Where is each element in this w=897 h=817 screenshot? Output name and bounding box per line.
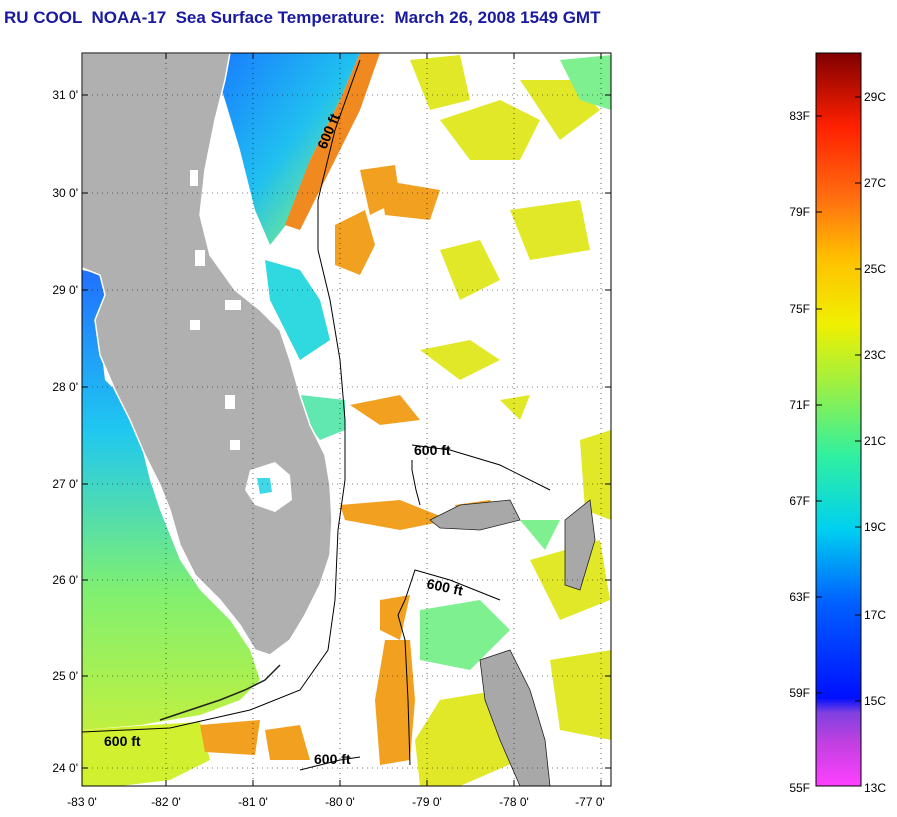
cb-c-25: 25C [864,262,886,276]
lon-label-78: -78 0' [499,795,529,809]
florida-keys [159,664,281,721]
colorbar-celsius-labels: 29C 27C 25C 23C 21C 19C 17C 15C 13C [864,90,886,795]
cb-f-71: 71F [789,398,810,412]
cb-c-27: 27C [864,176,886,190]
cb-c-21: 21C [864,434,886,448]
lat-label-26: 26 0' [52,573,78,587]
east-coast-water [265,260,330,360]
lake-water [257,478,272,494]
cb-f-83: 83F [789,109,810,123]
warm-patches [200,165,500,765]
lon-label-77: -77 0' [575,795,605,809]
gulf-south-water [82,722,210,786]
lon-tick-marks [81,53,602,786]
cb-c-19: 19C [864,520,886,534]
lat-label-30: 30 0' [52,186,78,200]
lat-label-29: 29 0' [52,283,78,297]
cool-patches [420,55,611,670]
lat-label-25: 25 0' [52,669,78,683]
isobath-label-east: 600 ft [425,575,464,598]
lon-label-82: -82 0' [151,795,181,809]
grand-bahama [429,499,521,531]
cb-f-75: 75F [789,302,810,316]
plot-frame [81,52,612,787]
lon-label-79: -79 0' [412,795,442,809]
lon-label-81: -81 0' [238,795,268,809]
cb-f-63: 63F [789,590,810,604]
lat-label-28: 28 0' [52,380,78,394]
gulf-water [82,270,260,730]
cb-c-13: 13C [864,781,886,795]
inland-lakes [190,170,241,450]
grid-lines [82,53,611,786]
lon-label-80: -80 0' [325,795,355,809]
cb-c-17: 17C [864,608,886,622]
cb-f-55: 55F [789,781,810,795]
mild-patches [410,55,611,786]
north-atlantic-water [210,53,360,245]
andros-island [479,649,551,786]
lon-label-83: -83 0' [67,795,97,809]
cb-c-15: 15C [864,694,886,708]
cb-f-79: 79F [789,205,810,219]
colorbar-ticks [816,96,861,702]
lat-label-31: 31 0' [52,88,78,102]
cb-f-59: 59F [789,686,810,700]
lat-tick-marks [82,94,611,769]
lon-labels: -83 0' -82 0' -81 0' -80 0' -79 0' -78 0… [67,795,605,809]
cb-f-67: 67F [789,494,810,508]
cb-c-29: 29C [864,90,886,104]
lat-labels: 31 0' 30 0' 29 0' 28 0' 27 0' 26 0' 25 0… [52,88,78,775]
abaco-island [564,499,596,591]
isobath-label-south: 600 ft [314,751,351,767]
map-title: RU COOL NOAA-17 Sea Surface Temperature:… [4,8,601,27]
lat-label-27: 27 0' [52,477,78,491]
east-coast-water-2 [300,395,345,440]
colorbar [815,52,862,787]
isobath-lines [82,59,551,771]
lat-label-24: 24 0' [52,761,78,775]
cb-c-23: 23C [864,348,886,362]
isobath-label-southwest: 600 ft [104,733,141,749]
isobath-label-bahama: 600 ft [414,442,451,458]
colorbar-fahrenheit-labels: 83F 79F 75F 71F 67F 63F 59F 55F [789,109,810,795]
